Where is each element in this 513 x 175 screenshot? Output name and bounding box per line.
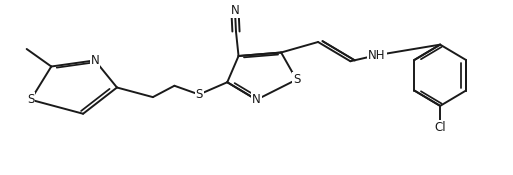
Text: N: N	[230, 4, 240, 17]
Text: S: S	[293, 73, 300, 86]
Text: Cl: Cl	[435, 121, 446, 134]
Text: N: N	[90, 54, 100, 67]
Text: N: N	[252, 93, 261, 106]
Text: S: S	[195, 88, 203, 101]
Text: NH: NH	[368, 49, 386, 62]
Text: S: S	[27, 93, 34, 106]
